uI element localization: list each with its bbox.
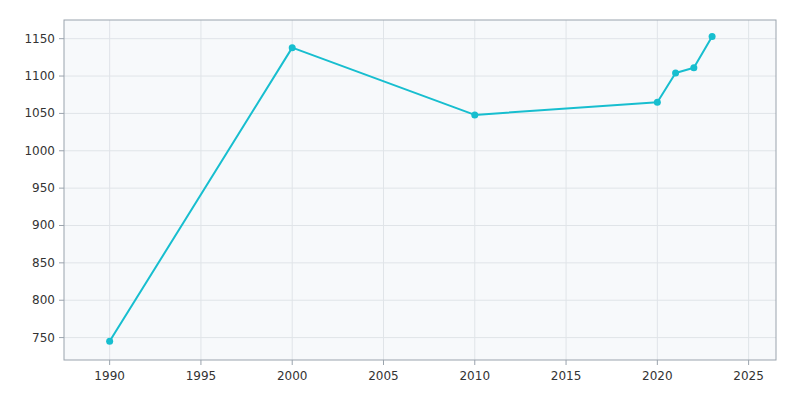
y-tick-label: 1100 xyxy=(24,69,55,83)
y-tick xyxy=(59,76,64,77)
line xyxy=(110,36,712,341)
point xyxy=(289,44,296,51)
point xyxy=(672,70,679,77)
point xyxy=(709,33,716,40)
x-grid-line xyxy=(566,20,567,360)
chart: 1990 1995 2000 2005 2010 2015 2020 2025 750 800 85… xyxy=(0,0,800,400)
y-grid-line xyxy=(64,113,776,114)
x-tick-label: 2015 xyxy=(551,369,582,383)
x-tick xyxy=(200,360,201,365)
y-grid-line xyxy=(64,76,776,77)
y-grid-line xyxy=(64,150,776,151)
x-tick xyxy=(292,360,293,365)
point xyxy=(690,64,697,71)
x-tick-label: 1995 xyxy=(186,369,217,383)
y-grid-line xyxy=(64,188,776,189)
x-tick-label: 2020 xyxy=(642,369,673,383)
y-tick-label: 1050 xyxy=(24,106,55,120)
x-tick-label: 2010 xyxy=(459,369,490,383)
x-grid-line xyxy=(109,20,110,360)
x-grid-line xyxy=(383,20,384,360)
y-tick-label: 800 xyxy=(32,293,55,307)
y-tick xyxy=(59,38,64,39)
y-grid-line xyxy=(64,300,776,301)
plot-area xyxy=(64,20,776,360)
y-tick-label: 750 xyxy=(32,331,55,345)
y-tick xyxy=(59,300,64,301)
x-tick-label: 2025 xyxy=(733,369,764,383)
y-tick xyxy=(59,337,64,338)
x-grid-line xyxy=(292,20,293,360)
x-tick-label: 2005 xyxy=(368,369,399,383)
grid xyxy=(64,20,776,360)
plot-frame xyxy=(64,20,776,360)
y-tick xyxy=(59,113,64,114)
x-grid-line xyxy=(200,20,201,360)
y-tick-label: 900 xyxy=(32,218,55,232)
y-tick xyxy=(59,225,64,226)
x-tick xyxy=(657,360,658,365)
x-tick xyxy=(566,360,567,365)
x-grid-line xyxy=(657,20,658,360)
point xyxy=(654,99,661,106)
x-tick xyxy=(748,360,749,365)
x-tick xyxy=(474,360,475,365)
y-tick xyxy=(59,150,64,151)
y-tick xyxy=(59,188,64,189)
y-grid-line xyxy=(64,262,776,263)
y-tick-label: 1000 xyxy=(24,144,55,158)
x-tick xyxy=(109,360,110,365)
y-grid-line xyxy=(64,337,776,338)
y-tick-label: 850 xyxy=(32,256,55,270)
x-grid-line xyxy=(474,20,475,360)
x-tick-label: 1990 xyxy=(94,369,125,383)
y-tick xyxy=(59,262,64,263)
y-tick-label: 950 xyxy=(32,181,55,195)
axes: 1990 1995 2000 2005 2010 2015 2020 2025 750 800 85… xyxy=(24,32,763,383)
x-tick-label: 2000 xyxy=(277,369,308,383)
y-grid-line xyxy=(64,225,776,226)
point xyxy=(106,338,113,345)
point xyxy=(471,111,478,118)
series xyxy=(106,33,715,345)
y-tick-label: 1150 xyxy=(24,32,55,46)
x-tick xyxy=(383,360,384,365)
y-grid-line xyxy=(64,38,776,39)
x-grid-line xyxy=(748,20,749,360)
